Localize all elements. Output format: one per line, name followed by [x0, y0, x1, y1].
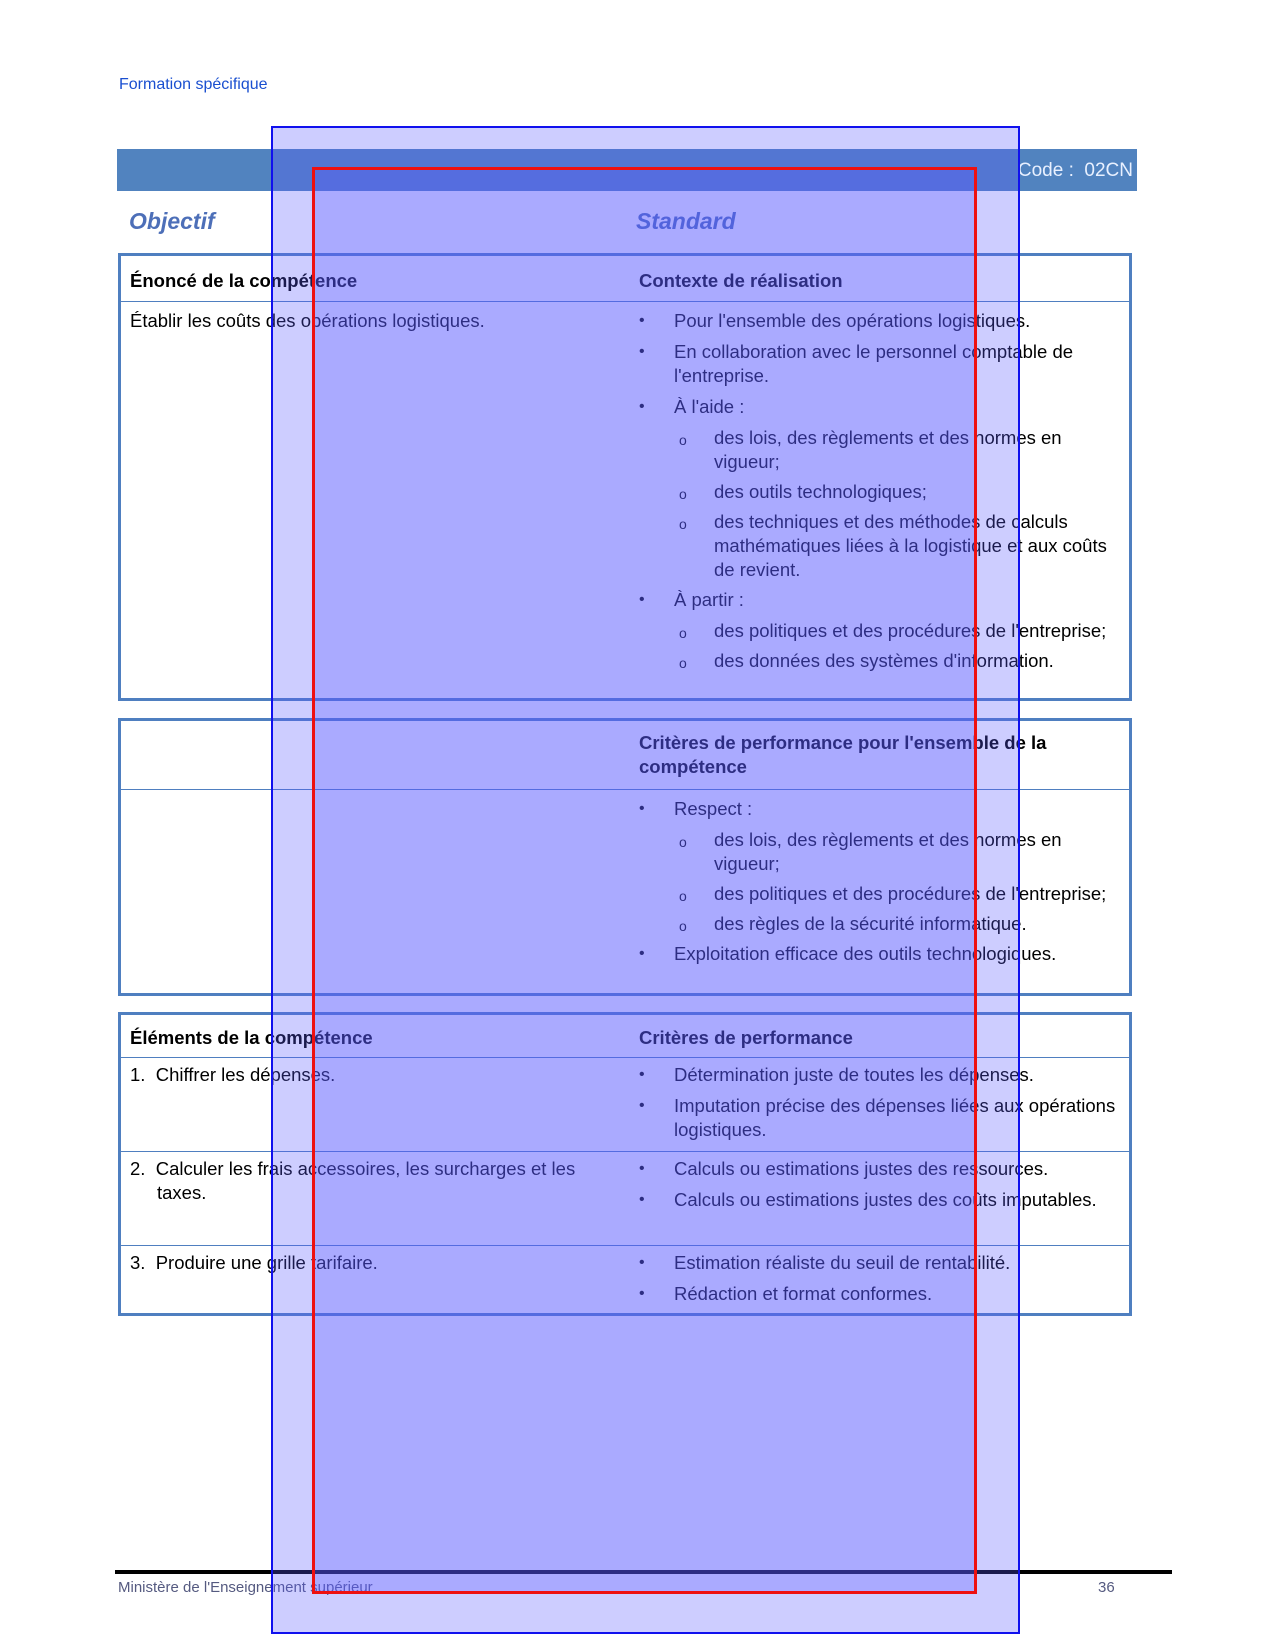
selection-overlay: [271, 126, 1020, 1634]
bullet-item: En collaboration avec le personnel compt…: [639, 340, 1117, 388]
context-header: Contexte de réalisation: [639, 270, 843, 291]
section-objective: Objectif: [129, 208, 215, 234]
table-row: Respect :des lois, des règlements et des…: [121, 789, 1129, 966]
bullet-item: Pour l'ensemble des opérations logistiqu…: [639, 309, 1117, 333]
table-header-row: Critères de performance pour l'ensemble …: [121, 721, 1129, 789]
element-1: 1. Chiffrer les dépenses.: [130, 1064, 336, 1085]
table-row: 2. Calculer les frais accessoires, les s…: [121, 1151, 1129, 1245]
elements-table: Éléments de la compétence Critères de pe…: [118, 1012, 1132, 1316]
table-row: Établir les coûts des opérations logisti…: [121, 301, 1129, 675]
section-standard: Standard: [636, 208, 736, 234]
criterion: Calculs ou estimations justes des coûts …: [639, 1188, 1117, 1212]
overall-criteria-header: Critères de performance pour l'ensemble …: [639, 732, 1047, 777]
code-value: 02CN: [1084, 160, 1133, 181]
header-band: [117, 149, 1137, 191]
elements-header: Éléments de la compétence: [130, 1027, 373, 1048]
sub-bullet-item: des règles de la sécurité informatique.: [639, 912, 1117, 938]
criteria-header: Critères de performance: [639, 1027, 853, 1048]
running-head: Formation spécifique: [119, 76, 268, 93]
element-2: 2. Calculer les frais accessoires, les s…: [130, 1158, 576, 1203]
competency-code: Code : 02CN: [1018, 160, 1133, 182]
criteria-list: Respect :des lois, des règlements et des…: [639, 790, 1129, 966]
page-number: 36: [1098, 1579, 1115, 1596]
sub-bullet-item: des outils technologiques;: [639, 480, 1117, 506]
criterion: Détermination juste de toutes les dépens…: [639, 1063, 1117, 1087]
footer-rule: [115, 1570, 1172, 1574]
criterion: Calculs ou estimations justes des ressou…: [639, 1157, 1117, 1181]
code-label: Code :: [1017, 160, 1074, 181]
table-header-row: Énoncé de la compétence Contexte de réal…: [121, 256, 1129, 301]
context-list: Pour l'ensemble des opérations logistiqu…: [639, 302, 1129, 675]
table-row: 3. Produire une grille tarifaire. Estima…: [121, 1245, 1129, 1306]
table-header-row: Éléments de la compétence Critères de pe…: [121, 1015, 1129, 1057]
sub-bullet-item: des politiques et des procédures de l'en…: [639, 619, 1117, 645]
criterion: Imputation précise des dépenses liées au…: [639, 1094, 1117, 1142]
bullet-item: À l'aide :: [639, 395, 1117, 419]
criterion: Estimation réaliste du seuil de rentabil…: [639, 1251, 1117, 1275]
criterion: Rédaction et format conformes.: [639, 1282, 1117, 1306]
sub-bullet-item: des données des systèmes d'information.: [639, 649, 1117, 675]
element-3: 3. Produire une grille tarifaire.: [130, 1252, 378, 1273]
highlight-overlay: [312, 167, 977, 1594]
competency-context-table: Énoncé de la compétence Contexte de réal…: [118, 253, 1132, 701]
footer-ministry: Ministère de l'Enseignement supérieur: [118, 1579, 373, 1596]
competency-statement: Établir les coûts des opérations logisti…: [130, 310, 485, 331]
sub-bullet-item: des techniques et des méthodes de calcul…: [639, 510, 1117, 582]
bullet-item: À partir :: [639, 588, 1117, 612]
overall-criteria-table: Critères de performance pour l'ensemble …: [118, 718, 1132, 996]
statement-header: Énoncé de la compétence: [130, 270, 358, 291]
table-row: 1. Chiffrer les dépenses. Détermination …: [121, 1057, 1129, 1151]
bullet-item: Respect :: [639, 797, 1117, 821]
sub-bullet-item: des politiques et des procédures de l'en…: [639, 882, 1117, 908]
bullet-item: Exploitation efficace des outils technol…: [639, 942, 1117, 966]
